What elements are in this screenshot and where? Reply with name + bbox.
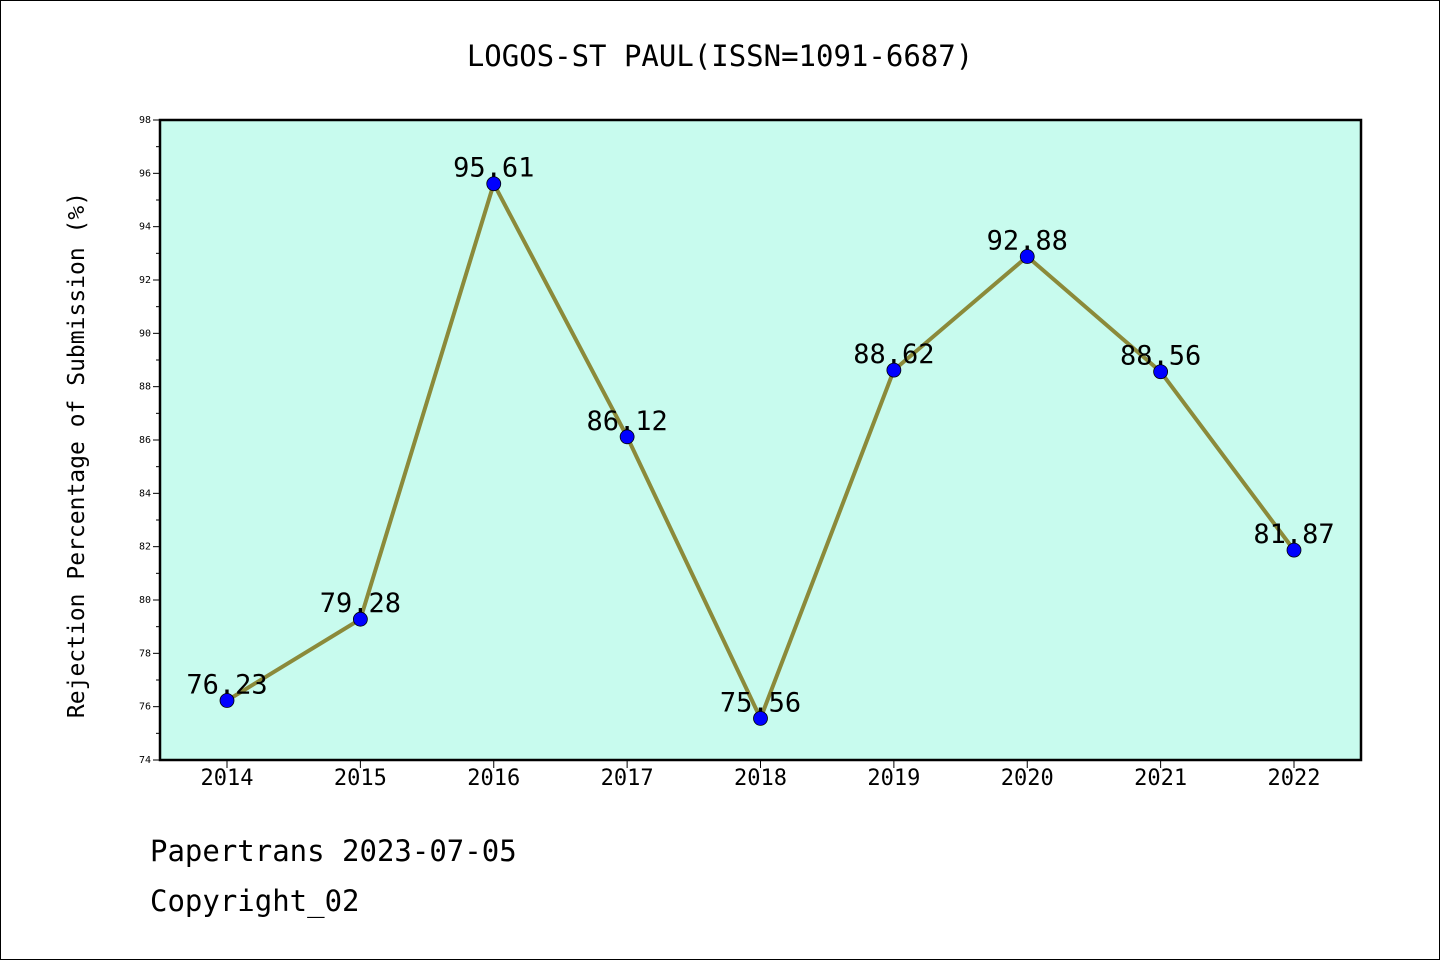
- data-label: 79.28: [320, 588, 401, 619]
- footer-date: Papertrans 2023-07-05: [150, 834, 517, 868]
- data-point: [1019, 249, 1035, 264]
- y-tick-label: 86: [139, 435, 151, 446]
- y-tick-label: 98: [139, 115, 151, 126]
- x-tick-label: 2020: [1001, 766, 1054, 791]
- y-tick-label: 80: [139, 595, 151, 606]
- data-label: 75.56: [720, 687, 801, 718]
- footer-copyright: Copyright_02: [150, 884, 360, 918]
- data-label: 81.87: [1253, 519, 1334, 550]
- chart-title: LOGOS-ST PAUL(ISSN=1091-6687): [467, 39, 973, 73]
- y-tick-label: 82: [139, 542, 151, 553]
- plot-area: [158, 118, 1363, 762]
- y-tick-label: 90: [139, 328, 151, 339]
- data-labels: 76.23 79.28 95.61 86.12 75.56 88.62 92.88 88.56…: [186, 153, 1334, 719]
- data-point: [753, 711, 768, 726]
- data-point: [219, 693, 235, 708]
- data-point: [619, 429, 635, 445]
- x-tick-label: 2017: [601, 766, 654, 791]
- x-tick-label: 2016: [467, 766, 520, 791]
- y-axis-label: Rejection Percentage of Submission (%): [64, 192, 90, 718]
- x-tick-label: 2021: [1134, 766, 1187, 791]
- y-tick-label: 96: [139, 168, 151, 179]
- data-point: [1153, 364, 1169, 380]
- data-point: [486, 176, 502, 192]
- data-label: 88.56: [1120, 341, 1201, 372]
- data-label: 92.88: [987, 226, 1068, 257]
- x-tick-label: 2018: [734, 766, 787, 791]
- y-tick-label: 76: [139, 702, 151, 713]
- y-tick-label: 84: [139, 488, 151, 499]
- data-point: [886, 362, 902, 378]
- x-axis-ticks: 2014 2015 2016 2017 2018 2019 2020 2021 2022: [201, 760, 1321, 791]
- x-tick-label: 2015: [334, 766, 387, 791]
- data-points: [219, 176, 1302, 726]
- data-label: 86.12: [586, 406, 667, 437]
- y-tick-label: 78: [139, 648, 151, 659]
- data-point: [352, 611, 368, 627]
- y-tick-label: 74: [139, 755, 151, 766]
- data-label: 88.62: [853, 339, 934, 370]
- data-label: 76.23: [186, 670, 267, 701]
- x-tick-label: 2022: [1268, 766, 1321, 791]
- y-tick-label: 94: [139, 222, 151, 233]
- data-label: 95.61: [453, 153, 534, 184]
- data-point: [1286, 542, 1302, 558]
- y-tick-label: 92: [139, 275, 151, 286]
- x-tick-label: 2019: [867, 766, 920, 791]
- x-tick-label: 2014: [201, 766, 254, 791]
- y-axis-ticks: 74 76 78 80 82 84 86 88 90 92 94 96 98: [139, 115, 160, 766]
- y-tick-label: 88: [139, 382, 151, 393]
